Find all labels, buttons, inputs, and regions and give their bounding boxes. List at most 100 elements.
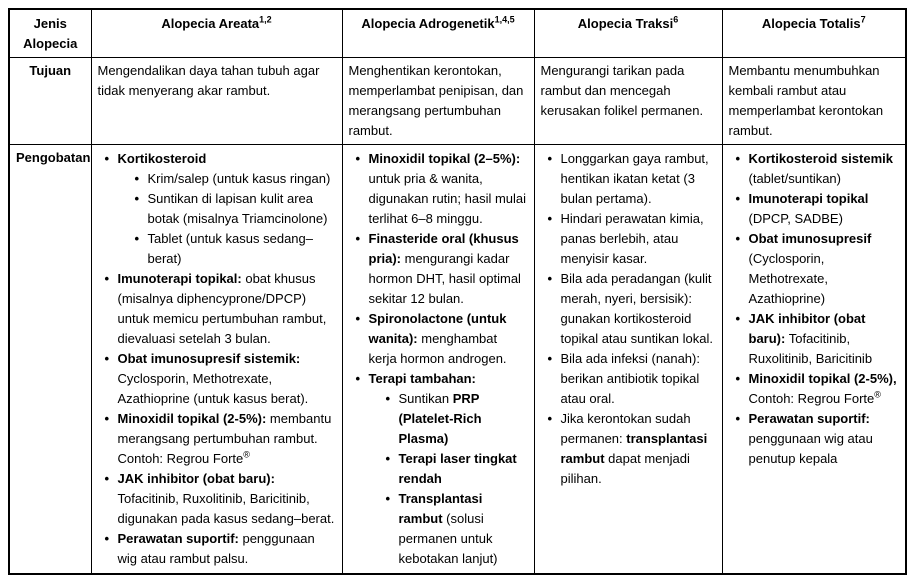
treatment-text: ® — [243, 449, 250, 460]
treatment-term: Minoxidil topikal (2–5%): — [368, 151, 521, 166]
treatment-subitem: Tablet (untuk kasus sedang–berat) — [135, 229, 337, 269]
corner-header-cell: Jenis Alopecia — [8, 8, 92, 58]
treatment-item: JAK inhibitor (obat baru): Tofacitinib, … — [736, 309, 901, 369]
treatment-text: dapat menjadi pilihan. — [560, 451, 690, 486]
treatment-item: JAK inhibitor (obat baru): Tofacitinib, … — [105, 469, 337, 529]
treatment-term: Minoxidil topikal (2-5%): — [117, 411, 267, 426]
tujuan-row: Tujuan Mengendalikan daya tahan tubuh ag… — [8, 57, 907, 145]
tujuan-cell-adrogenetik: Menghentikan kerontokan, memperlambat pe… — [341, 57, 535, 145]
treatment-text: ® — [874, 389, 881, 400]
treatment-term: Finasteride oral (khusus pria): — [368, 231, 519, 266]
treatment-item: Perawatan suportif: penggunaan wig atau … — [736, 409, 901, 469]
reference-superscript: 6 — [673, 14, 679, 25]
treatment-item: Obat imunosupresif sistemik: Cyclosporin… — [105, 349, 337, 409]
treatment-item: Terapi tambahan: Suntikan PRP (Platelet-R… — [356, 369, 529, 569]
col-header-title: Alopecia Areata — [161, 16, 260, 31]
treatment-subitem: Krim/salep (untuk kasus ringan) — [135, 169, 337, 189]
treatment-text: Contoh: Regrou Forte — [748, 391, 875, 406]
treatment-term: Obat imunosupresif sistemik: — [117, 351, 301, 366]
col-header-alopecia-totalis: Alopecia Totalis7 — [721, 8, 907, 58]
treatment-term: PRP (Platelet-Rich Plasma) — [398, 391, 482, 446]
treatment-item: Longgarkan gaya rambut, hentikan ikatan … — [548, 149, 717, 209]
treatment-term: Imunoterapi topikal: — [117, 271, 242, 286]
table-header-row: Jenis Alopecia Alopecia Areata1,2 Alopec… — [8, 8, 907, 58]
pengobatan-cell-adrogenetik: Minoxidil topikal (2–5%): untuk pria & w… — [341, 144, 535, 575]
col-header-alopecia-traksi: Alopecia Traksi6 — [533, 8, 723, 58]
treatment-term: JAK inhibitor (obat baru): — [117, 471, 275, 486]
treatment-item: Jika kerontokan sudah permanen: transpla… — [548, 409, 717, 489]
treatment-text: (DPCP, SADBE) — [748, 211, 843, 226]
treatment-term: Minoxidil topikal (2-5%), — [748, 371, 897, 386]
treatment-list: Kortikosteroid sistemik (tablet/suntikan… — [727, 149, 901, 469]
treatment-term: JAK inhibitor (obat baru): — [748, 311, 866, 346]
treatment-text: Suntikan — [398, 391, 453, 406]
treatment-item: Spironolactone (untuk wanita): menghamba… — [356, 309, 529, 369]
col-header-title: Alopecia Adrogenetik — [361, 16, 495, 31]
treatment-item: Bila ada infeksi (nanah): berikan antibi… — [548, 349, 717, 409]
treatment-text: Cyclosporin, Methotrexate, Azathioprine … — [117, 371, 309, 406]
alopecia-treatment-table: Jenis Alopecia Alopecia Areata1,2 Alopec… — [8, 8, 907, 575]
treatment-term: Imunoterapi topikal — [748, 191, 869, 206]
row-label-pengobatan: Pengobatan — [8, 144, 92, 575]
col-header-alopecia-adrogenetik: Alopecia Adrogenetik1,4,5 — [341, 8, 535, 58]
treatment-subitem: Transplantasi rambut (solusi permanen un… — [386, 489, 529, 569]
treatment-item: Minoxidil topikal (2-5%), Contoh: Regrou… — [736, 369, 901, 409]
treatment-text: Longgarkan gaya rambut, hentikan ikatan … — [560, 151, 709, 206]
pengobatan-cell-areata: Kortikosteroid Krim/salep (untuk kasus ri… — [90, 144, 343, 575]
treatment-text: Bila ada peradangan (kulit merah, nyeri,… — [560, 271, 713, 346]
treatment-term: Kortikosteroid sistemik — [748, 151, 894, 166]
treatment-item: Perawatan suportif: penggunaan wig atau … — [105, 529, 337, 569]
treatment-item: Minoxidil topikal (2-5%): membantu meran… — [105, 409, 337, 469]
treatment-term: transplantasi rambut — [560, 431, 708, 466]
treatment-sublist: Krim/salep (untuk kasus ringan) Suntikan … — [118, 169, 337, 269]
treatment-text: Bila ada infeksi (nanah): berikan antibi… — [560, 351, 700, 406]
treatment-list: Minoxidil topikal (2–5%): untuk pria & w… — [347, 149, 529, 569]
treatment-term: Spironolactone (untuk wanita): — [368, 311, 507, 346]
treatment-item: Kortikosteroid sistemik (tablet/suntikan… — [736, 149, 901, 189]
treatment-text: Tofacitinib, Ruxolitinib, Baricitinib, d… — [117, 491, 335, 526]
treatment-text: untuk pria & wanita, digunakan rutin; ha… — [368, 171, 527, 226]
treatment-text: penggunaan wig atau penutup kepala — [748, 431, 873, 466]
row-label-tujuan: Tujuan — [8, 57, 92, 145]
treatment-subitem: Terapi laser tingkat rendah — [386, 449, 529, 489]
col-header-title: Alopecia Totalis — [761, 16, 861, 31]
col-header-title: Alopecia Traksi — [577, 16, 674, 31]
treatment-text: Tofacitinib, Ruxolitinib, Baricitinib — [748, 331, 873, 366]
treatment-text: membantu merangsang pertumbuhan rambut. … — [117, 411, 332, 466]
treatment-list: Kortikosteroid Krim/salep (untuk kasus ri… — [96, 149, 337, 569]
treatment-text: Suntikan di lapisan kulit area botak (mi… — [147, 191, 328, 226]
treatment-item: Minoxidil topikal (2–5%): untuk pria & w… — [356, 149, 529, 229]
treatment-list: Longgarkan gaya rambut, hentikan ikatan … — [539, 149, 717, 489]
treatment-term: Terapi laser tingkat rendah — [398, 451, 517, 486]
treatment-term: Obat imunosupresif — [748, 231, 872, 246]
reference-superscript: 1,4,5 — [494, 14, 515, 25]
col-header-alopecia-areata: Alopecia Areata1,2 — [90, 8, 343, 58]
treatment-text: mengurangi kadar hormon DHT, hasil optim… — [368, 251, 521, 306]
treatment-item: Bila ada peradangan (kulit merah, nyeri,… — [548, 269, 717, 349]
treatment-item: Imunoterapi topikal (DPCP, SADBE) — [736, 189, 901, 229]
pengobatan-cell-traksi: Longgarkan gaya rambut, hentikan ikatan … — [533, 144, 723, 575]
treatment-text: Jika kerontokan sudah permanen: — [560, 411, 691, 446]
treatment-item: Finasteride oral (khusus pria): menguran… — [356, 229, 529, 309]
pengobatan-cell-totalis: Kortikosteroid sistemik (tablet/suntikan… — [721, 144, 907, 575]
corner-header-label: Jenis Alopecia — [23, 16, 78, 51]
reference-superscript: 1,2 — [259, 14, 272, 25]
treatment-term: Perawatan suportif: — [748, 411, 870, 426]
tujuan-cell-totalis: Membantu menumbuhkan kembali rambut atau… — [721, 57, 907, 145]
treatment-item: Kortikosteroid Krim/salep (untuk kasus ri… — [105, 149, 337, 269]
treatment-item: Hindari perawatan kimia, panas berlebih,… — [548, 209, 717, 269]
tujuan-cell-traksi: Mengurangi tarikan pada rambut dan mence… — [533, 57, 723, 145]
treatment-term: Perawatan suportif: — [117, 531, 239, 546]
tujuan-cell-areata: Mengendalikan daya tahan tubuh agar tida… — [90, 57, 343, 145]
treatment-sublist: Suntikan PRP (Platelet-Rich Plasma)Terap… — [369, 389, 529, 569]
treatment-term: Transplantasi rambut — [398, 491, 483, 526]
treatment-text: Tablet (untuk kasus sedang–berat) — [147, 231, 314, 266]
treatment-subitem: Suntikan di lapisan kulit area botak (mi… — [135, 189, 337, 229]
treatment-text: obat khusus (misalnya diphencyprone/DPCP… — [117, 271, 327, 346]
treatment-term: Kortikosteroid — [117, 151, 207, 166]
treatment-item: Obat imunosupresif (Cyclosporin, Methotr… — [736, 229, 901, 309]
treatment-subitem: Suntikan PRP (Platelet-Rich Plasma) — [386, 389, 529, 449]
treatment-item: Imunoterapi topikal: obat khusus (misaln… — [105, 269, 337, 349]
treatment-text: menghambat kerja hormon androgen. — [368, 331, 507, 366]
